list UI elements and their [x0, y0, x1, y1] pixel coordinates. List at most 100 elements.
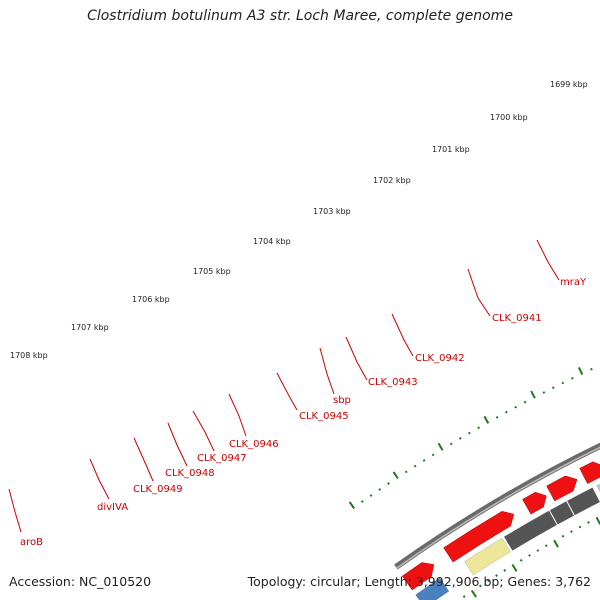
gene-label-sbp: sbp: [333, 395, 351, 406]
scale-labels: 1699 kbp 1700 kbp 1701 kbp 1702 kbp 1703 kbp…: [10, 80, 588, 360]
leader-line-CLK_0946: [228, 393, 247, 437]
gene-label-CLK_0945: CLK_0945: [299, 411, 349, 422]
leader-line-mraY: [536, 239, 560, 281]
outer-tick: [458, 437, 462, 440]
forward-gene-4: [546, 475, 578, 502]
outer-tick: [449, 442, 453, 446]
outer-tick: [523, 400, 527, 404]
scale-label-6: 1704 kbp: [253, 237, 291, 246]
forward-strand-features: [401, 461, 600, 591]
gene-label-mraY: mraY: [560, 277, 587, 288]
inner-tick: [511, 563, 518, 572]
backbone-line: [394, 442, 600, 570]
label-leader-lines: [8, 239, 560, 533]
scale-label-4: 1702 kbp: [373, 176, 411, 185]
gene-label-CLK_0948: CLK_0948: [165, 468, 215, 479]
inner-tick: [478, 584, 482, 588]
outer-tick: [483, 415, 490, 424]
map-title: Clostridium botulinum A3 str. Loch Maree…: [87, 8, 513, 24]
forward-gene-5: [579, 461, 600, 484]
gene-label-aroB: aroB: [20, 537, 43, 548]
inner-tick: [587, 521, 590, 524]
inner-tick: [595, 516, 600, 525]
outer-tick: [590, 367, 593, 371]
leader-line-CLK_0948: [167, 422, 188, 467]
outer-tick: [577, 366, 584, 376]
outer-tick: [392, 471, 399, 480]
outer-tick: [495, 416, 499, 419]
leader-line-aroB: [8, 488, 22, 533]
outer-tick: [378, 488, 382, 491]
outer-tick: [404, 470, 408, 474]
inner-tick: [553, 539, 559, 548]
backbone-highlight: [396, 446, 600, 569]
gene-label-CLK_0949: CLK_0949: [133, 484, 183, 495]
scale-label-8: 1706 kbp: [132, 295, 170, 304]
inner-tick: [561, 534, 565, 538]
gene-label-CLK_0946: CLK_0946: [229, 439, 279, 450]
leader-line-CLK_0949: [133, 437, 154, 482]
outer-tick: [413, 464, 417, 468]
outer-tick: [571, 376, 574, 380]
outer-tick: [468, 431, 471, 435]
outer-tick: [530, 390, 536, 399]
outer-tick: [387, 482, 390, 485]
inner-tick: [487, 579, 490, 583]
leader-line-CLK_0942: [391, 313, 414, 357]
inner-tick: [503, 569, 507, 572]
reverse-gene-4: [549, 501, 575, 525]
scale-label-2: 1700 kbp: [490, 113, 528, 122]
scale-label-9: 1707 kbp: [71, 323, 109, 332]
inner-tick: [519, 559, 523, 562]
forward-gene-3: [522, 491, 547, 515]
leader-line-CLK_0947: [192, 410, 215, 452]
inner-tick: [495, 574, 498, 577]
outer-tick: [505, 410, 508, 414]
scale-label-3: 1701 kbp: [432, 145, 470, 154]
outer-tick: [542, 391, 546, 394]
gene-label-CLK_0943: CLK_0943: [368, 377, 418, 388]
genome-summary-text: Topology: circular; Length: 3,992,906 bp…: [247, 574, 591, 589]
gene-label-CLK_0942: CLK_0942: [415, 353, 465, 364]
leader-line-divIVA: [89, 458, 110, 500]
scale-label-10: 1708 kbp: [10, 351, 48, 360]
scale-label-7: 1705 kbp: [193, 267, 231, 276]
outer-tick: [437, 442, 444, 451]
reverse-gene-6: [596, 483, 600, 493]
outer-tick: [360, 500, 364, 503]
scale-ticks: [348, 364, 600, 598]
inner-tick: [544, 544, 548, 548]
scale-label-1: 1699 kbp: [550, 80, 588, 89]
reverse-gene-3: [503, 510, 558, 551]
gene-label-CLK_0947: CLK_0947: [197, 453, 247, 464]
reverse-gene-1: [415, 577, 450, 600]
gene-label-CLK_0941: CLK_0941: [492, 313, 542, 324]
outer-tick: [551, 386, 555, 390]
inner-tick: [570, 530, 573, 533]
forward-gene-2: [443, 511, 515, 563]
leader-line-CLK_0941: [467, 268, 491, 317]
outer-tick: [561, 381, 565, 385]
leader-line-sbp: [319, 347, 335, 395]
reverse-gene-5: [566, 487, 600, 516]
outer-tick: [514, 405, 517, 409]
inner-tick: [536, 549, 540, 552]
leader-line-CLK_0945: [276, 372, 298, 411]
scale-label-5: 1703 kbp: [313, 207, 351, 216]
reverse-strand-features: [415, 483, 600, 600]
inner-tick: [528, 554, 531, 557]
genome-backbone: [394, 442, 600, 570]
inner-tick: [462, 595, 466, 598]
inner-tick: [578, 525, 582, 529]
accession-text: Accession: NC_010520: [9, 574, 152, 589]
outer-tick: [348, 501, 356, 510]
forward-gene-1: [401, 562, 435, 591]
gene-label-divIVA: divIVA: [97, 502, 128, 513]
inner-tick: [470, 589, 477, 598]
outer-tick: [431, 453, 435, 457]
outer-tick: [477, 426, 480, 430]
leader-line-CLK_0943: [345, 336, 368, 381]
reverse-gene-2: [464, 537, 511, 576]
